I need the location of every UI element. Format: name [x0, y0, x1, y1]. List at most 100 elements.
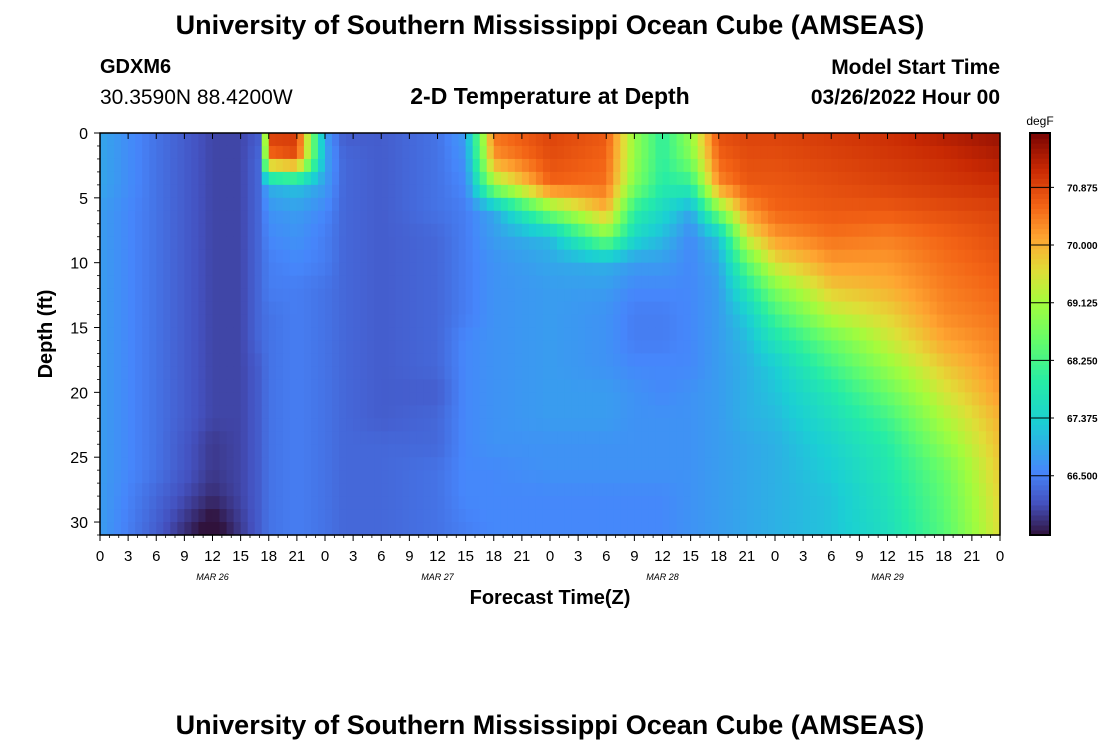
heatmap-cell	[915, 327, 924, 342]
heatmap-cell	[500, 249, 509, 264]
heatmap-cell	[620, 275, 628, 290]
colorbar-segment	[1030, 419, 1050, 426]
heatmap-cell	[339, 249, 347, 264]
heatmap-cell	[697, 353, 706, 368]
heatmap-cell	[100, 184, 108, 199]
heatmap-cell	[528, 223, 537, 238]
heatmap-cell	[458, 431, 467, 445]
heatmap-cell	[360, 210, 368, 225]
heatmap-cell	[929, 236, 938, 251]
heatmap-cell	[627, 301, 635, 316]
heatmap-cell	[775, 145, 783, 160]
heatmap-cell	[971, 457, 980, 471]
heatmap-cell	[690, 392, 699, 406]
heatmap-cell	[163, 431, 171, 445]
heatmap-cell	[416, 223, 425, 238]
heatmap-cell	[613, 158, 621, 173]
heatmap-cell	[599, 470, 607, 484]
heatmap-cell	[690, 353, 699, 368]
heatmap-cell	[114, 431, 122, 445]
heatmap-cell	[978, 457, 987, 471]
heatmap-cell	[564, 431, 572, 445]
heatmap-cell	[268, 431, 277, 445]
heatmap-cell	[922, 158, 931, 173]
heatmap-cell	[310, 184, 319, 199]
heatmap-cell	[753, 392, 762, 406]
heatmap-cell	[353, 145, 361, 160]
heatmap-cell	[282, 223, 291, 238]
heatmap-cell	[247, 262, 256, 277]
heatmap-cell	[310, 470, 319, 484]
heatmap-cell	[289, 405, 298, 419]
heatmap-cell	[268, 379, 277, 393]
heatmap-cell	[360, 457, 368, 471]
heatmap-cell	[367, 145, 375, 160]
heatmap-cell	[985, 522, 994, 536]
heatmap-cell	[325, 197, 333, 212]
heatmap-cell	[184, 158, 193, 173]
heatmap-cell	[500, 301, 509, 316]
heatmap-cell	[402, 184, 410, 199]
heatmap-cell	[303, 301, 312, 316]
heatmap-cell	[908, 249, 917, 264]
heatmap-cell	[472, 236, 481, 251]
colorbar-segment	[1030, 153, 1050, 159]
heatmap-cell	[542, 457, 551, 471]
heatmap-cell	[922, 509, 931, 523]
heatmap-cell	[845, 379, 853, 393]
heatmap-cell	[388, 366, 396, 380]
heatmap-cell	[247, 184, 256, 199]
heatmap-cell	[233, 379, 242, 393]
heatmap-cell	[479, 301, 488, 316]
heatmap-cell	[212, 457, 221, 471]
heatmap-cell	[627, 275, 635, 290]
heatmap-cell	[226, 145, 235, 160]
heatmap-cell	[894, 184, 903, 199]
colorbar-segment	[1030, 183, 1050, 189]
heatmap-cell	[149, 223, 157, 238]
heatmap-cell	[261, 457, 270, 471]
heatmap-cell	[578, 301, 586, 316]
heatmap-cell	[950, 197, 959, 212]
heatmap-cell	[648, 366, 657, 380]
heatmap-cell	[121, 223, 129, 238]
heatmap-cell	[810, 171, 818, 186]
heatmap-cell	[803, 210, 811, 225]
heatmap-cell	[114, 327, 122, 342]
heatmap-cell	[444, 184, 453, 199]
heatmap-cell	[739, 444, 748, 458]
heatmap-cell	[550, 288, 558, 303]
heatmap-cell	[901, 301, 910, 316]
heatmap-cell	[859, 210, 868, 225]
heatmap-cell	[388, 483, 396, 497]
colorbar-segment	[1030, 409, 1050, 416]
heatmap-cell	[943, 158, 952, 173]
heatmap-cell	[718, 301, 727, 316]
heatmap-cell	[782, 431, 790, 445]
heatmap-cell	[796, 197, 804, 212]
heatmap-cell	[177, 210, 185, 225]
heatmap-cell	[796, 483, 804, 497]
heatmap-cell	[655, 444, 664, 458]
heatmap-cell	[430, 158, 439, 173]
heatmap-cell	[746, 275, 755, 290]
heatmap-cell	[592, 133, 600, 147]
heatmap-cell	[838, 405, 846, 419]
heatmap-cell	[409, 158, 418, 173]
heatmap-cell	[289, 379, 298, 393]
heatmap-cell	[627, 340, 635, 355]
heatmap-cell	[500, 133, 509, 147]
heatmap-cell	[339, 353, 347, 368]
heatmap-cell	[275, 340, 284, 355]
heatmap-cell	[606, 431, 614, 445]
heatmap-cell	[528, 249, 537, 264]
heatmap-cell	[486, 353, 495, 368]
heatmap-cell	[367, 327, 375, 342]
heatmap-cell	[936, 158, 945, 173]
heatmap-cell	[852, 392, 860, 406]
heatmap-cell	[873, 379, 882, 393]
heatmap-cell	[423, 314, 432, 329]
heatmap-cell	[739, 288, 748, 303]
heatmap-cell	[725, 418, 734, 432]
heatmap-cell	[908, 496, 917, 510]
